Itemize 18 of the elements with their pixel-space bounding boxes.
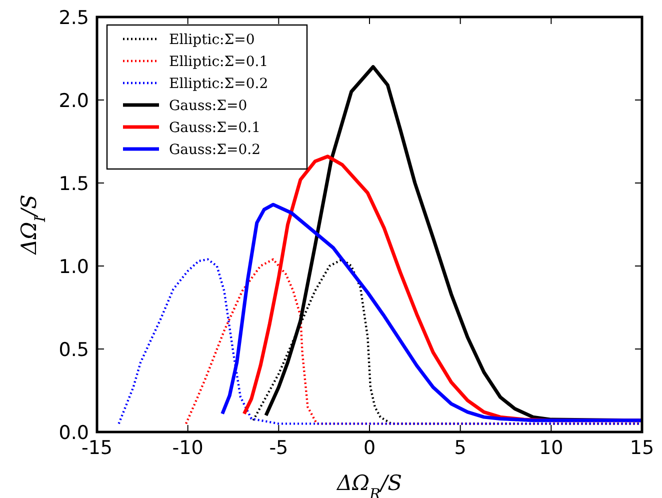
y-tick-label: 2.5	[58, 7, 89, 29]
legend-label: Gauss:Σ=0.2	[169, 142, 261, 158]
y-tick-label: 0.5	[58, 339, 89, 361]
x-tick-label: 0	[363, 437, 376, 459]
x-tick-label: 5	[454, 437, 466, 459]
legend-label: Elliptic:Σ=0.2	[169, 76, 268, 92]
x-tick-label: -5	[269, 437, 288, 459]
legend-label: Gauss:Σ=0	[169, 98, 248, 114]
legend-label: Elliptic:Σ=0.1	[169, 54, 268, 70]
y-tick-label: 1.0	[58, 256, 89, 278]
y-tick-label: 2.0	[58, 90, 89, 112]
x-tick-label: 15	[630, 437, 654, 459]
legend-label: Gauss:Σ=0.1	[169, 120, 261, 136]
x-tick-label: 10	[539, 437, 564, 459]
x-tick-label: -10	[172, 437, 204, 459]
legend-label: Elliptic:Σ=0	[169, 32, 255, 48]
y-tick-label: 1.5	[58, 173, 89, 195]
y-tick-label: 0.0	[58, 422, 89, 444]
